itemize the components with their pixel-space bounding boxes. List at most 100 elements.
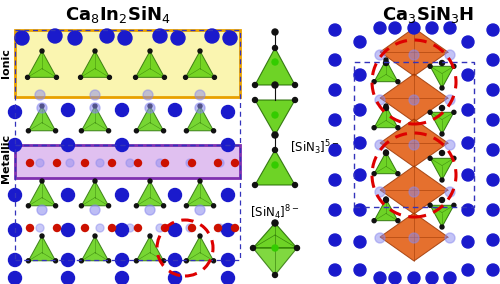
Circle shape [389, 22, 401, 34]
Circle shape [444, 272, 456, 284]
Circle shape [8, 254, 22, 266]
Circle shape [162, 160, 168, 166]
Circle shape [272, 147, 278, 153]
Circle shape [66, 159, 74, 167]
Circle shape [250, 245, 256, 250]
Circle shape [37, 103, 47, 113]
Circle shape [354, 36, 366, 48]
Circle shape [487, 114, 499, 126]
Circle shape [252, 82, 258, 87]
Circle shape [134, 75, 138, 79]
Polygon shape [255, 100, 295, 135]
Circle shape [396, 80, 400, 84]
Circle shape [354, 264, 366, 276]
Circle shape [134, 204, 138, 208]
Circle shape [375, 187, 385, 197]
Circle shape [108, 75, 112, 79]
Circle shape [96, 224, 104, 232]
Circle shape [462, 104, 474, 116]
Circle shape [90, 205, 100, 215]
Circle shape [440, 197, 444, 202]
Circle shape [445, 187, 455, 197]
Circle shape [374, 272, 386, 284]
Circle shape [487, 264, 499, 276]
Circle shape [272, 273, 278, 277]
Circle shape [8, 189, 22, 202]
Circle shape [222, 189, 234, 202]
Circle shape [487, 84, 499, 96]
Circle shape [68, 31, 82, 45]
Circle shape [198, 234, 202, 238]
Polygon shape [186, 106, 214, 131]
Circle shape [66, 224, 74, 232]
Circle shape [26, 160, 34, 166]
Circle shape [145, 205, 155, 215]
Circle shape [8, 105, 22, 118]
Circle shape [8, 272, 22, 284]
Polygon shape [82, 236, 108, 261]
Circle shape [252, 183, 258, 187]
Circle shape [354, 236, 366, 248]
Circle shape [148, 234, 152, 238]
Circle shape [62, 139, 74, 151]
Circle shape [96, 159, 104, 167]
Circle shape [184, 204, 188, 208]
Circle shape [375, 50, 385, 60]
Circle shape [428, 156, 432, 160]
Circle shape [212, 204, 216, 208]
Circle shape [116, 224, 128, 237]
Circle shape [126, 224, 134, 232]
Circle shape [37, 205, 47, 215]
Circle shape [162, 259, 166, 263]
Polygon shape [82, 106, 108, 131]
Polygon shape [374, 60, 398, 82]
Text: [SiN$_4$]$^{8-}$: [SiN$_4$]$^{8-}$ [250, 204, 300, 222]
Circle shape [100, 29, 114, 43]
Circle shape [462, 69, 474, 81]
Circle shape [48, 29, 62, 43]
Circle shape [40, 179, 44, 183]
Polygon shape [136, 106, 164, 131]
Polygon shape [380, 119, 448, 167]
Circle shape [354, 69, 366, 81]
Circle shape [374, 22, 386, 34]
Polygon shape [255, 48, 295, 85]
Circle shape [329, 144, 341, 156]
Circle shape [162, 224, 168, 231]
Polygon shape [28, 51, 56, 77]
Circle shape [409, 187, 419, 197]
Circle shape [409, 95, 419, 105]
Circle shape [272, 162, 278, 168]
Circle shape [184, 259, 188, 263]
Bar [15, 30, 240, 97]
Circle shape [294, 245, 300, 250]
Circle shape [186, 224, 194, 232]
Circle shape [168, 254, 181, 266]
Circle shape [116, 103, 128, 116]
Circle shape [384, 105, 388, 110]
Circle shape [93, 104, 97, 108]
Circle shape [205, 29, 219, 43]
Circle shape [188, 160, 196, 166]
Circle shape [272, 59, 278, 65]
Circle shape [143, 90, 153, 100]
Circle shape [440, 151, 444, 156]
Circle shape [272, 112, 278, 118]
Circle shape [223, 31, 237, 45]
Circle shape [292, 82, 298, 87]
Circle shape [54, 259, 58, 263]
Circle shape [487, 204, 499, 216]
Circle shape [452, 110, 456, 114]
Circle shape [168, 103, 181, 116]
Circle shape [62, 189, 74, 202]
Circle shape [272, 220, 278, 225]
Circle shape [15, 31, 29, 45]
Circle shape [440, 86, 444, 90]
Circle shape [134, 129, 138, 133]
Circle shape [62, 254, 74, 266]
Circle shape [445, 50, 455, 60]
Circle shape [188, 224, 196, 231]
Circle shape [40, 49, 44, 53]
Circle shape [214, 160, 222, 166]
Circle shape [384, 104, 388, 108]
